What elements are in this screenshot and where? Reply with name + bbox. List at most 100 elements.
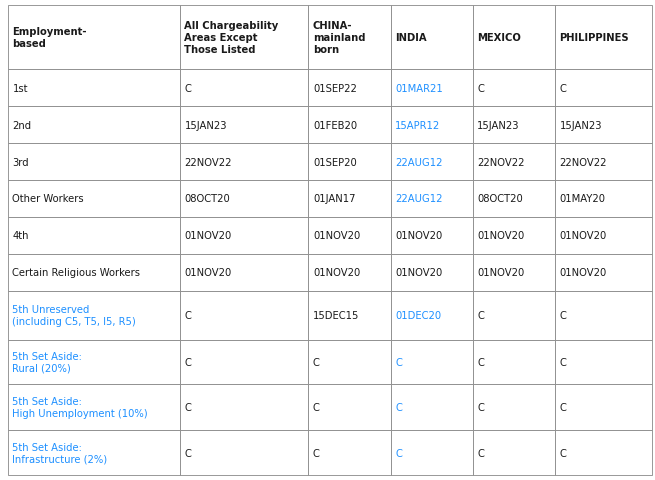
Bar <box>390 6 473 70</box>
Bar <box>180 144 309 180</box>
Text: 22AUG12: 22AUG12 <box>395 194 443 204</box>
Text: All Chargeability
Areas Except
Those Listed: All Chargeability Areas Except Those Lis… <box>185 21 279 55</box>
Bar <box>555 6 652 70</box>
Bar <box>8 6 180 70</box>
Text: C: C <box>559 84 567 94</box>
Bar <box>180 384 309 430</box>
Bar <box>555 217 652 254</box>
Text: C: C <box>313 448 320 458</box>
Text: 22NOV22: 22NOV22 <box>559 157 607 167</box>
Text: C: C <box>559 311 567 321</box>
Text: C: C <box>559 357 567 367</box>
Text: 15JAN23: 15JAN23 <box>559 120 602 131</box>
Bar <box>473 70 555 107</box>
Text: 5th Set Aside:
Infrastructure (2%): 5th Set Aside: Infrastructure (2%) <box>12 442 107 464</box>
Bar <box>390 107 473 144</box>
Text: 01NOV20: 01NOV20 <box>185 268 232 278</box>
Text: MEXICO: MEXICO <box>477 33 521 43</box>
Text: 4th: 4th <box>12 231 29 241</box>
Bar <box>309 107 390 144</box>
Bar <box>473 384 555 430</box>
Bar <box>8 254 180 291</box>
Text: 01SEP20: 01SEP20 <box>313 157 357 167</box>
Bar <box>8 384 180 430</box>
Bar <box>390 217 473 254</box>
Text: 08OCT20: 08OCT20 <box>185 194 230 204</box>
Bar <box>180 180 309 217</box>
Bar <box>8 291 180 340</box>
Text: 2nd: 2nd <box>12 120 31 131</box>
Bar <box>473 291 555 340</box>
Bar <box>8 70 180 107</box>
Bar <box>473 254 555 291</box>
Text: CHINA-
mainland
born: CHINA- mainland born <box>313 21 365 55</box>
Text: C: C <box>185 357 191 367</box>
Text: 01NOV20: 01NOV20 <box>313 268 360 278</box>
Text: Other Workers: Other Workers <box>12 194 84 204</box>
Text: Certain Religious Workers: Certain Religious Workers <box>12 268 140 278</box>
Bar <box>473 217 555 254</box>
Text: 01MAY20: 01MAY20 <box>559 194 605 204</box>
Bar <box>309 340 390 384</box>
Text: 01MAR21: 01MAR21 <box>395 84 443 94</box>
Bar <box>555 340 652 384</box>
Bar <box>555 144 652 180</box>
Bar <box>390 430 473 475</box>
Bar <box>390 144 473 180</box>
Bar <box>390 180 473 217</box>
Text: 3rd: 3rd <box>12 157 29 167</box>
Bar <box>390 254 473 291</box>
Text: C: C <box>185 448 191 458</box>
Text: C: C <box>395 448 402 458</box>
Bar <box>8 180 180 217</box>
Text: 01DEC20: 01DEC20 <box>395 311 441 321</box>
Bar <box>309 254 390 291</box>
Text: C: C <box>477 448 484 458</box>
Text: 15JAN23: 15JAN23 <box>185 120 227 131</box>
Bar <box>555 430 652 475</box>
Text: PHILIPPINES: PHILIPPINES <box>559 33 629 43</box>
Text: C: C <box>477 357 484 367</box>
Bar <box>180 254 309 291</box>
Bar <box>473 107 555 144</box>
Bar <box>180 70 309 107</box>
Bar <box>390 384 473 430</box>
Text: C: C <box>477 311 484 321</box>
Text: 22NOV22: 22NOV22 <box>477 157 525 167</box>
Text: 01NOV20: 01NOV20 <box>395 231 442 241</box>
Bar <box>555 180 652 217</box>
Text: C: C <box>313 402 320 412</box>
Text: INDIA: INDIA <box>395 33 427 43</box>
Text: 5th Unreserved
(including C5, T5, I5, R5): 5th Unreserved (including C5, T5, I5, R5… <box>12 305 136 326</box>
Bar <box>390 70 473 107</box>
Bar <box>555 254 652 291</box>
Text: 01SEP22: 01SEP22 <box>313 84 357 94</box>
Text: C: C <box>185 311 191 321</box>
Bar <box>8 340 180 384</box>
Text: C: C <box>559 402 567 412</box>
Bar <box>390 291 473 340</box>
Text: 22AUG12: 22AUG12 <box>395 157 443 167</box>
Text: C: C <box>477 402 484 412</box>
Text: 01NOV20: 01NOV20 <box>185 231 232 241</box>
Bar <box>473 144 555 180</box>
Text: 15JAN23: 15JAN23 <box>477 120 520 131</box>
Text: 01FEB20: 01FEB20 <box>313 120 357 131</box>
Bar <box>390 340 473 384</box>
Bar <box>8 144 180 180</box>
Text: 01NOV20: 01NOV20 <box>477 231 525 241</box>
Bar <box>180 291 309 340</box>
Bar <box>473 340 555 384</box>
Text: 1st: 1st <box>12 84 28 94</box>
Bar <box>309 430 390 475</box>
Bar <box>473 430 555 475</box>
Text: 01NOV20: 01NOV20 <box>395 268 442 278</box>
Bar <box>180 430 309 475</box>
Text: 15APR12: 15APR12 <box>395 120 440 131</box>
Bar <box>555 384 652 430</box>
Text: C: C <box>313 357 320 367</box>
Bar <box>309 70 390 107</box>
Text: 5th Set Aside:
High Unemployment (10%): 5th Set Aside: High Unemployment (10%) <box>12 396 148 418</box>
Text: C: C <box>185 84 191 94</box>
Text: 01NOV20: 01NOV20 <box>559 268 607 278</box>
